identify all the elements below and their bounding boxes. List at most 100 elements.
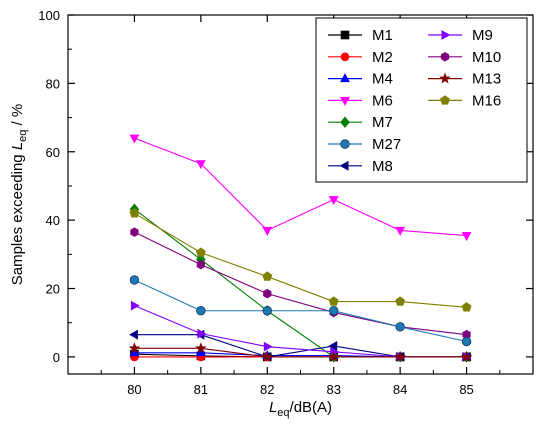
- series-m6: [129, 134, 472, 241]
- legend-marker: [340, 139, 350, 149]
- x-title-tail: /dB(A): [290, 399, 333, 416]
- legend-label: M10: [472, 49, 501, 66]
- legend-item-m9: M9: [428, 27, 493, 44]
- y-tick-label: 100: [38, 8, 60, 23]
- data-point-m6: [262, 226, 273, 236]
- data-point-m16: [195, 247, 206, 257]
- data-point-m13: [460, 350, 473, 362]
- legend-marker: [441, 30, 451, 40]
- x-tick-label: 83: [326, 382, 340, 397]
- y-tick-label: 20: [46, 282, 60, 297]
- x-tick-label: 84: [393, 382, 407, 397]
- series-line-m10: [134, 231, 467, 336]
- series-line-m6: [134, 137, 467, 237]
- data-point-m16: [262, 271, 273, 281]
- data-point-m6: [328, 196, 339, 206]
- data-point-m10: [263, 288, 272, 299]
- legend-label: M4: [372, 71, 393, 88]
- legend-marker: [440, 95, 450, 105]
- legend-label: M7: [372, 114, 393, 131]
- legend: M1 M2 M4 M6 M7 M27 M8 M9 M10 M13 M16: [315, 17, 528, 183]
- data-point-m27: [461, 336, 472, 347]
- legend-item-m4: M4: [328, 71, 393, 88]
- data-point-m9: [197, 328, 207, 339]
- data-point-m16: [395, 296, 406, 306]
- series-line-m4: [134, 352, 467, 358]
- legend-marker: [340, 73, 350, 83]
- x-tick-label: 80: [127, 382, 141, 397]
- y-tick-label: 40: [46, 213, 60, 228]
- data-point-m27: [329, 306, 339, 316]
- legend-label: M1: [372, 27, 393, 44]
- legend-item-m1: M1: [328, 27, 393, 44]
- y-title-italic: L: [9, 142, 26, 150]
- data-point-m6: [129, 134, 140, 144]
- legend-item-m2: M2: [328, 49, 393, 66]
- y-title-sub: eq: [17, 130, 29, 142]
- legend-marker: [340, 52, 350, 62]
- data-point-m8: [129, 329, 138, 340]
- data-point-m16: [461, 302, 472, 312]
- legend-marker: [339, 160, 349, 171]
- legend-label: M9: [472, 27, 493, 44]
- y-tick-label: 60: [46, 145, 60, 160]
- series-line-m9: [134, 305, 467, 358]
- plot-area: [128, 134, 473, 363]
- data-point-m13: [128, 342, 141, 354]
- data-point-m13: [195, 342, 207, 354]
- x-tick-label: 81: [194, 382, 208, 397]
- data-point-m10: [130, 227, 139, 237]
- x-title-main: L: [269, 399, 277, 416]
- x-title-sub: eq: [277, 407, 289, 419]
- series-m13: [128, 342, 473, 362]
- data-point-m27: [395, 322, 405, 332]
- legend-label: M27: [372, 136, 401, 153]
- legend-label: M8: [372, 158, 393, 175]
- data-point-m13: [394, 350, 406, 362]
- y-axis-title: Samples exceeding Leq / %: [9, 104, 29, 286]
- y-axis: 0 20 40 60 80 100: [38, 8, 533, 365]
- data-point-m16: [328, 296, 339, 306]
- legend-marker: [340, 30, 350, 40]
- legend-label: M16: [472, 92, 501, 109]
- series-line-m27: [134, 279, 467, 343]
- series-m27: [129, 275, 472, 347]
- data-point-m6: [395, 226, 406, 236]
- series-m16: [129, 208, 472, 312]
- legend-item-m7: M7: [328, 114, 393, 131]
- series-line-m8: [134, 334, 467, 358]
- data-point-m8: [328, 341, 338, 351]
- legend-item-m27: M27: [328, 136, 401, 153]
- legend-item-m13: M13: [428, 71, 501, 88]
- legend-item-m10: M10: [428, 49, 501, 66]
- y-tick-label: 0: [53, 350, 60, 365]
- legend-marker: [340, 96, 350, 106]
- data-point-m10: [196, 259, 205, 270]
- legend-item-m16: M16: [428, 92, 501, 109]
- x-axis-title: Leq/dB(A): [269, 399, 332, 419]
- y-title-main: Samples exceeding: [9, 150, 26, 285]
- data-point-m13: [327, 350, 340, 362]
- legend-item-m8: M8: [328, 158, 393, 175]
- data-point-m6: [195, 160, 206, 170]
- y-title-tail: / %: [9, 104, 26, 130]
- legend-marker: [439, 72, 451, 84]
- legend-item-m6: M6: [328, 92, 393, 109]
- series-m4: [129, 347, 472, 361]
- legend-label: M13: [472, 71, 501, 88]
- series-line-m16: [134, 212, 467, 308]
- data-point-m9: [263, 341, 273, 352]
- legend-marker: [440, 52, 450, 62]
- data-point-m27: [196, 306, 206, 316]
- data-point-m27: [129, 275, 140, 285]
- x-tick-label: 85: [459, 382, 473, 397]
- data-point-m13: [261, 350, 274, 362]
- data-point-m9: [130, 300, 140, 311]
- data-point-m16: [129, 208, 140, 218]
- series-m7: [129, 203, 472, 363]
- legend-label: M2: [372, 49, 393, 66]
- series-line-m13: [134, 347, 467, 358]
- legend-marker: [340, 116, 350, 128]
